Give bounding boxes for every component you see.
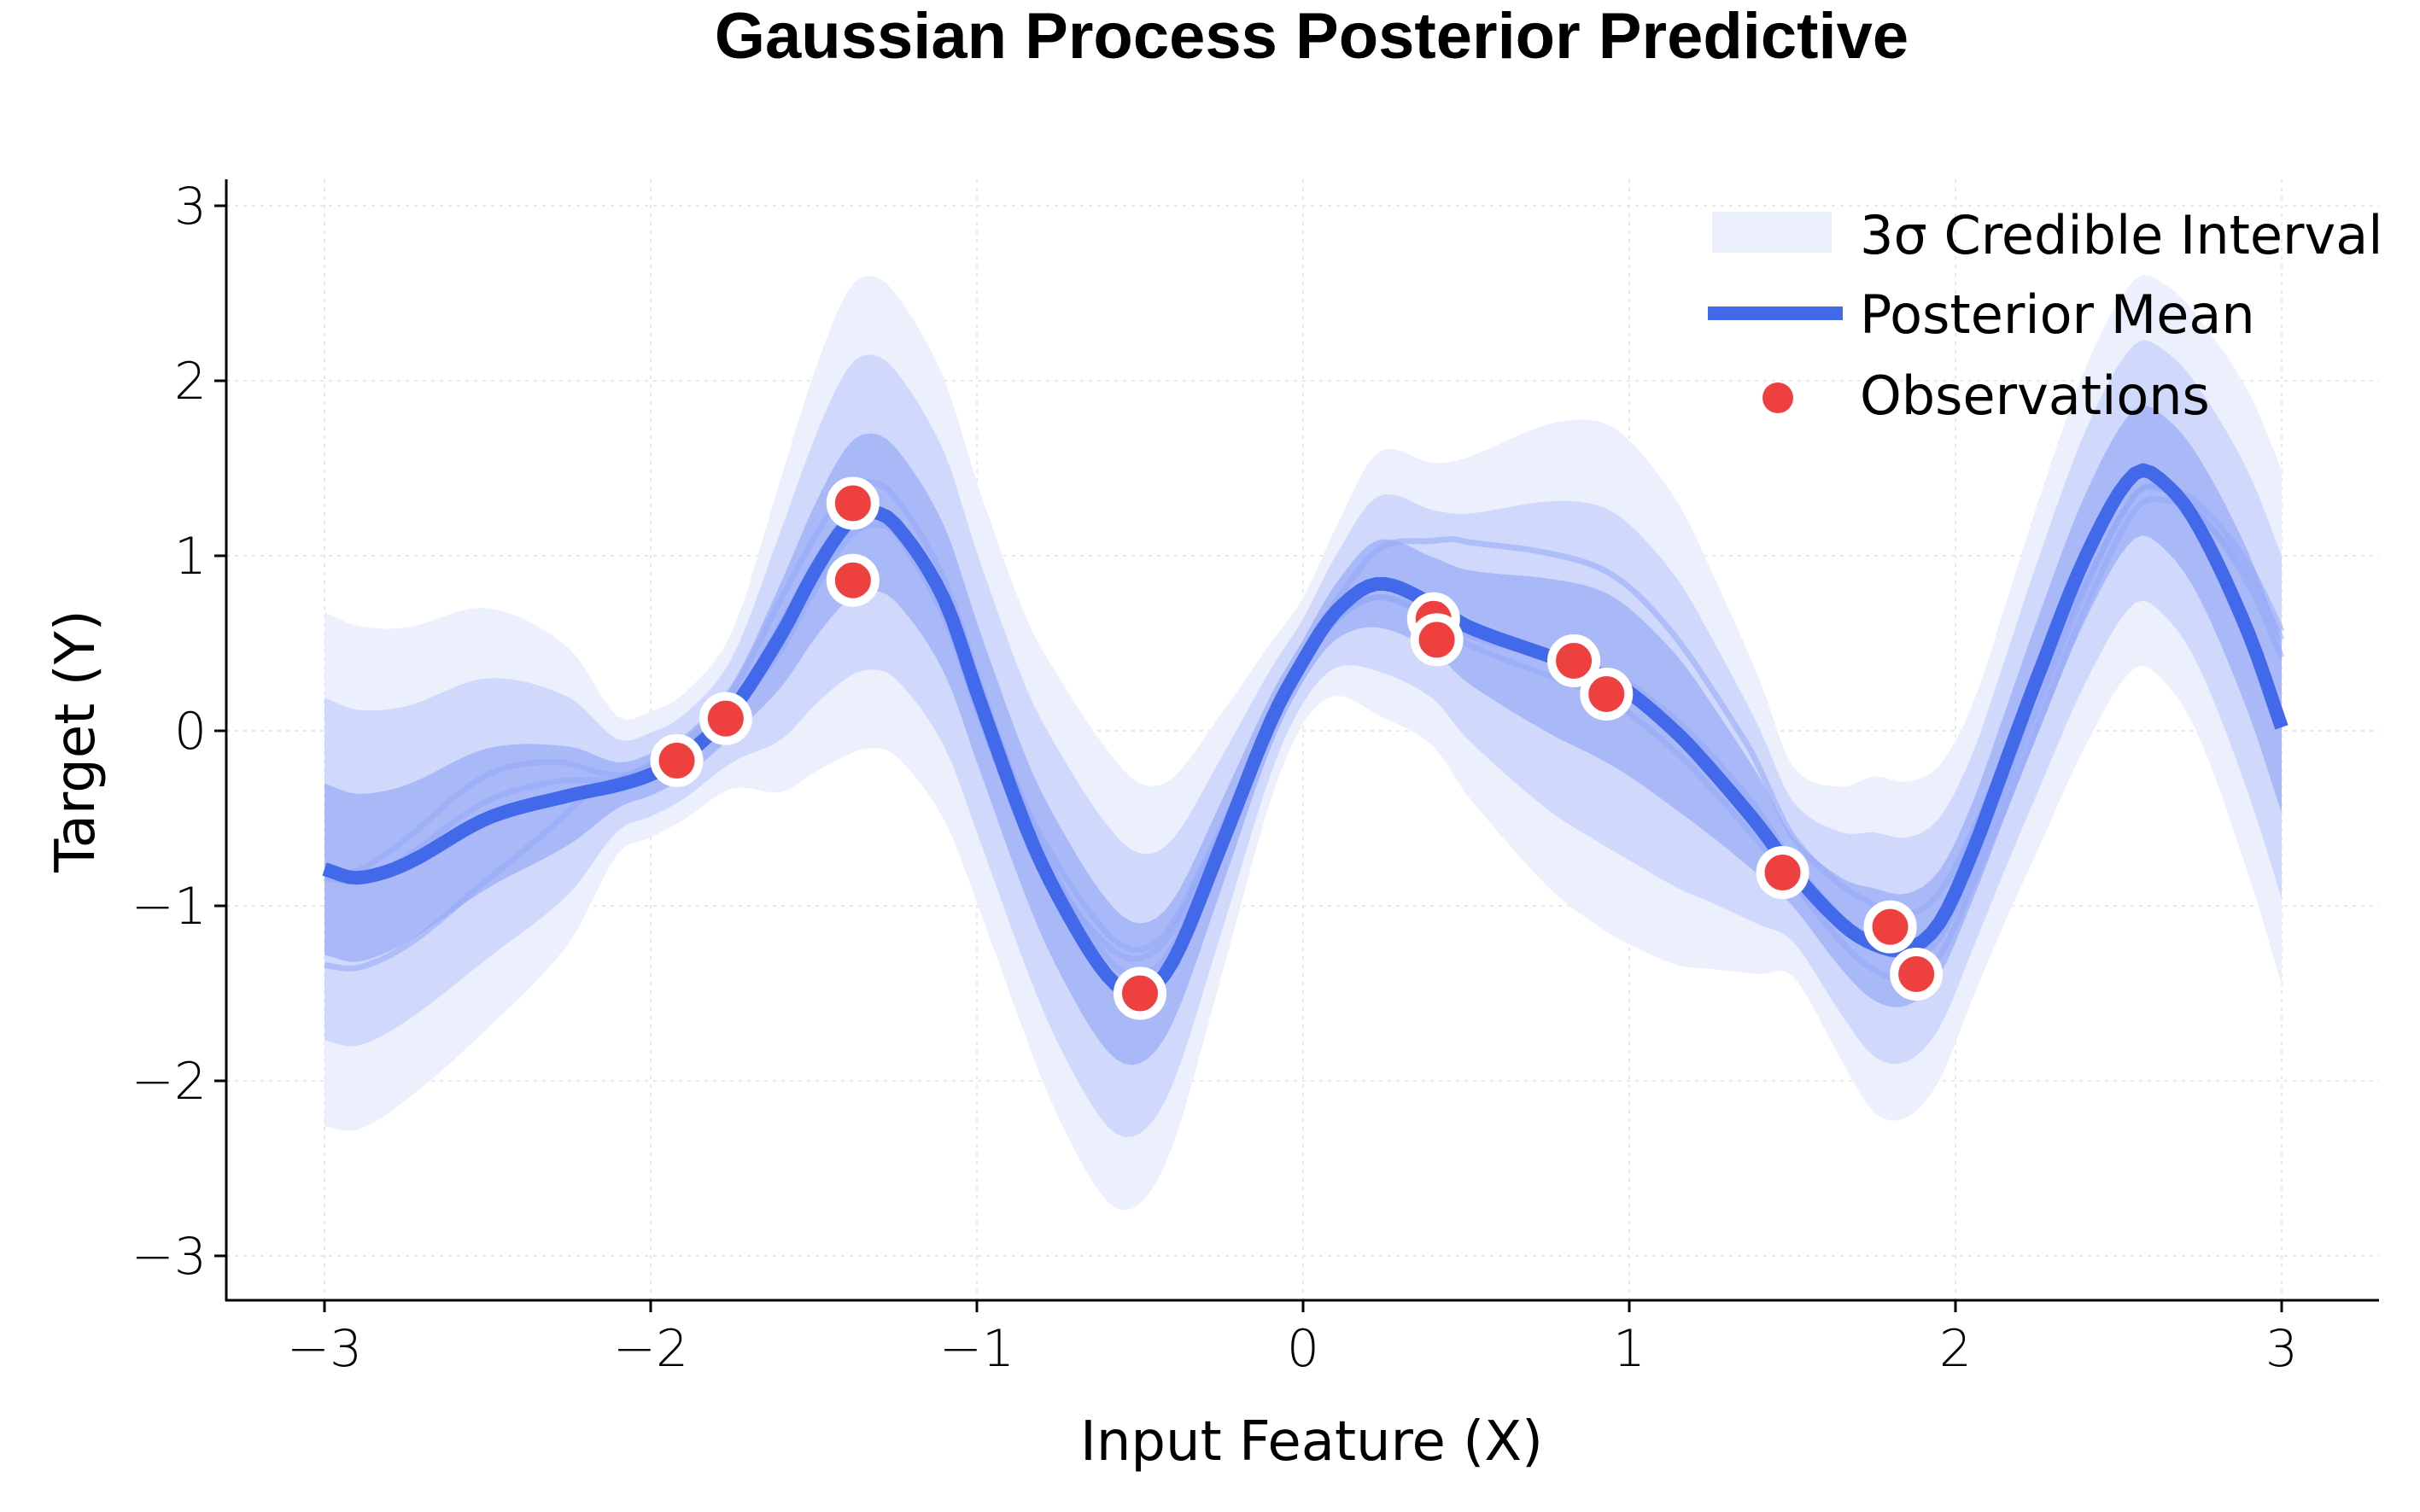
- observation-point: [826, 553, 880, 607]
- y-tick-label: −1: [132, 877, 207, 937]
- legend: 3σ Credible Interval Posterior Mean Obse…: [1708, 204, 2382, 427]
- chart-title: Gaussian Process Posterior Predictive: [715, 0, 1909, 73]
- legend-label-posterior-mean: Posterior Mean: [1860, 283, 2255, 346]
- plot-area: [226, 179, 2379, 1300]
- x-tick-label: −2: [613, 1319, 688, 1379]
- y-tick-label: 2: [174, 352, 207, 412]
- observation-point: [1580, 667, 1634, 721]
- observation-point: [699, 692, 752, 745]
- x-tick-label: −1: [939, 1319, 1014, 1379]
- observation-points: [650, 476, 1944, 1020]
- observation-point: [1410, 613, 1464, 667]
- legend-marker-observations: [1762, 382, 1793, 413]
- y-tick-label: 3: [174, 177, 207, 236]
- y-tick-label: −2: [132, 1052, 207, 1112]
- axes: −3 −2 −1 0 1 2 3 3 2 1 0 −1 −2 −3: [132, 177, 2379, 1379]
- x-axis-label: Input Feature (X): [1080, 1410, 1543, 1474]
- y-axis-ticks: 3 2 1 0 −1 −2 −3: [132, 177, 226, 1287]
- y-tick-label: 1: [174, 527, 207, 587]
- observation-point: [1547, 634, 1601, 687]
- x-tick-label: 0: [1287, 1319, 1319, 1379]
- observation-point: [1756, 846, 1809, 900]
- posterior-mean-line: [322, 463, 2288, 1001]
- observation-point: [1890, 947, 1944, 1001]
- x-axis-ticks: −3 −2 −1 0 1 2 3: [287, 1300, 2298, 1379]
- observation-point: [826, 476, 880, 530]
- legend-label-observations: Observations: [1860, 365, 2210, 427]
- x-tick-label: 3: [2265, 1319, 2298, 1379]
- y-tick-label: −3: [132, 1227, 207, 1287]
- x-tick-label: 2: [1939, 1319, 1972, 1379]
- observation-point: [650, 733, 704, 787]
- y-tick-label: 0: [174, 702, 207, 762]
- observation-point: [1114, 966, 1166, 1020]
- x-tick-label: 1: [1613, 1319, 1645, 1379]
- observation-point: [1863, 900, 1917, 954]
- y-axis-label: Target (Y): [44, 610, 108, 873]
- legend-swatch-credible-interval: [1712, 212, 1832, 253]
- x-tick-label: −3: [287, 1319, 362, 1379]
- legend-swatch-posterior-mean: [1708, 306, 1843, 320]
- legend-label-credible-interval: 3σ Credible Interval: [1860, 204, 2382, 266]
